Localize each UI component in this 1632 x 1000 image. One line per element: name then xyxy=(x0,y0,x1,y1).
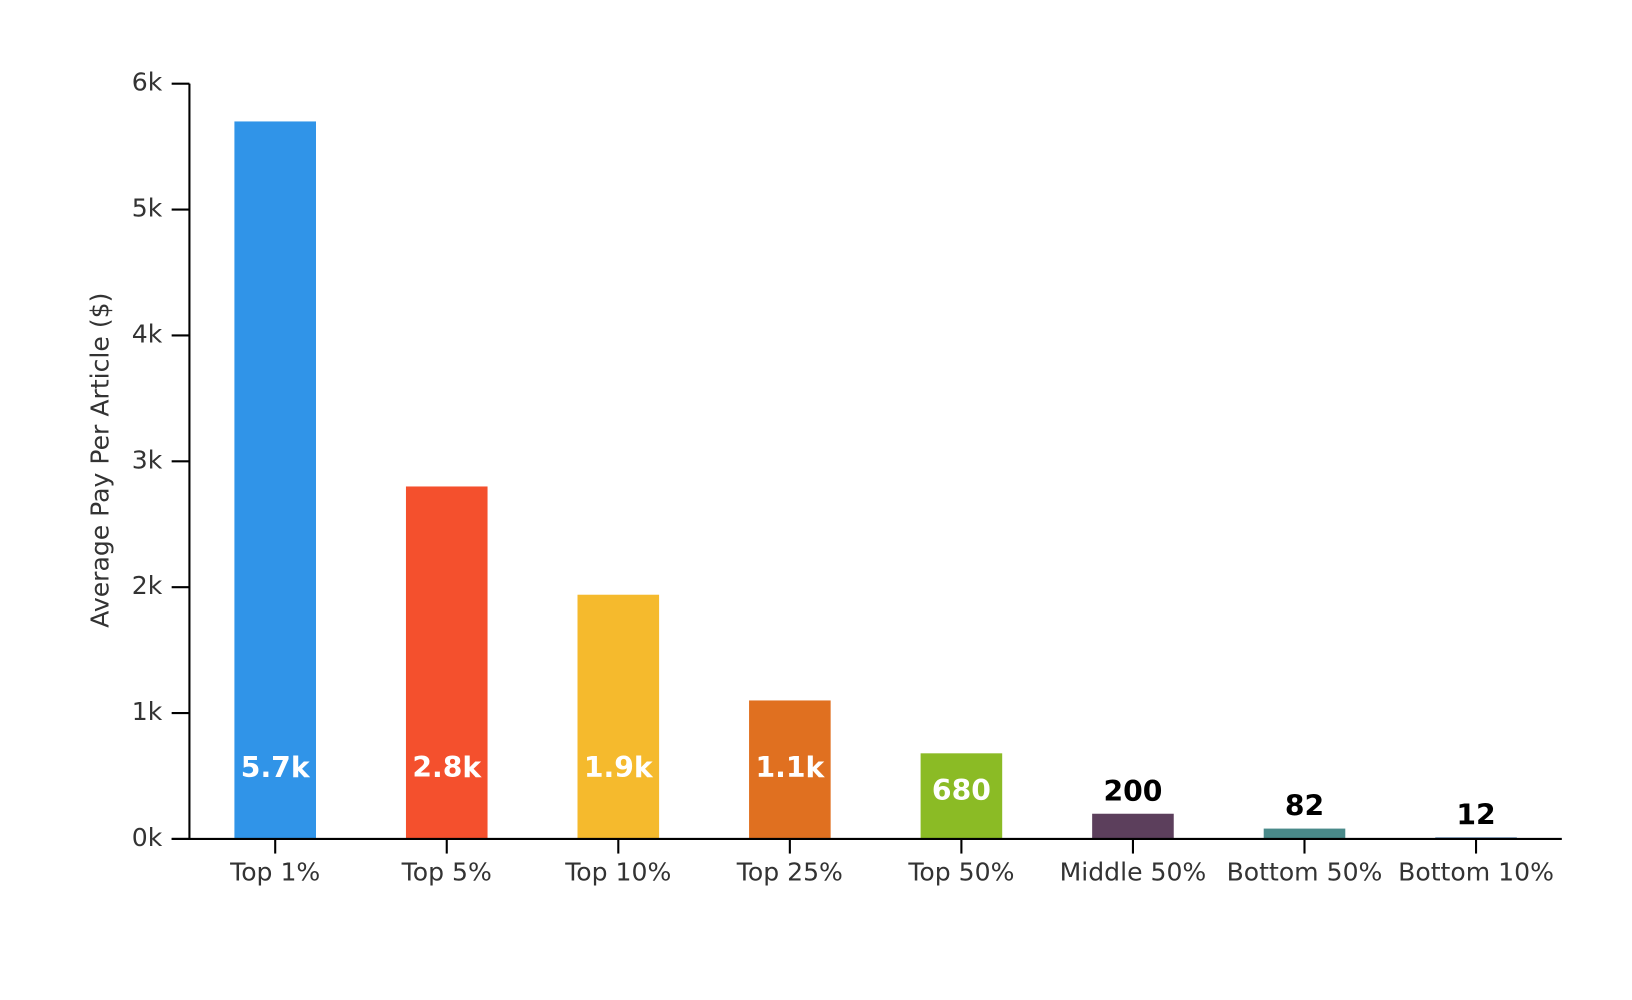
bar xyxy=(920,753,1003,839)
y-tick-label: 2k xyxy=(132,571,163,600)
x-tick-label: Top 25% xyxy=(736,857,843,886)
bar xyxy=(577,594,660,839)
value-label: 82 xyxy=(1285,790,1324,823)
value-label: 1.9k xyxy=(584,751,654,784)
x-tick-label: Top 50% xyxy=(907,857,1014,886)
y-axis-title: Average Pay Per Article ($) xyxy=(86,293,115,628)
y-tick-label: 6k xyxy=(132,68,163,97)
value-label: 5.7k xyxy=(241,751,311,784)
y-tick-label: 3k xyxy=(132,445,163,474)
x-tick-label: Top 10% xyxy=(564,857,671,886)
value-label: 2.8k xyxy=(412,751,482,784)
bar xyxy=(405,486,488,839)
x-tick-label: Bottom 10% xyxy=(1398,857,1554,886)
bar xyxy=(749,700,831,839)
x-tick-label: Bottom 50% xyxy=(1227,857,1383,886)
value-label: 200 xyxy=(1103,775,1162,808)
value-label: 680 xyxy=(932,774,991,807)
y-tick-label: 0k xyxy=(132,823,163,852)
x-tick-label: Middle 50% xyxy=(1060,857,1207,886)
value-label: 1.1k xyxy=(755,751,825,784)
x-tick-label: Top 5% xyxy=(401,857,492,886)
y-tick-label: 5k xyxy=(132,194,163,223)
y-tick-label: 1k xyxy=(132,697,163,726)
y-tick-label: 4k xyxy=(132,319,163,348)
bar xyxy=(234,121,316,839)
value-label: 12 xyxy=(1456,798,1495,831)
bar xyxy=(1263,828,1346,839)
bar xyxy=(1092,813,1174,839)
x-tick-label: Top 1% xyxy=(229,857,320,886)
